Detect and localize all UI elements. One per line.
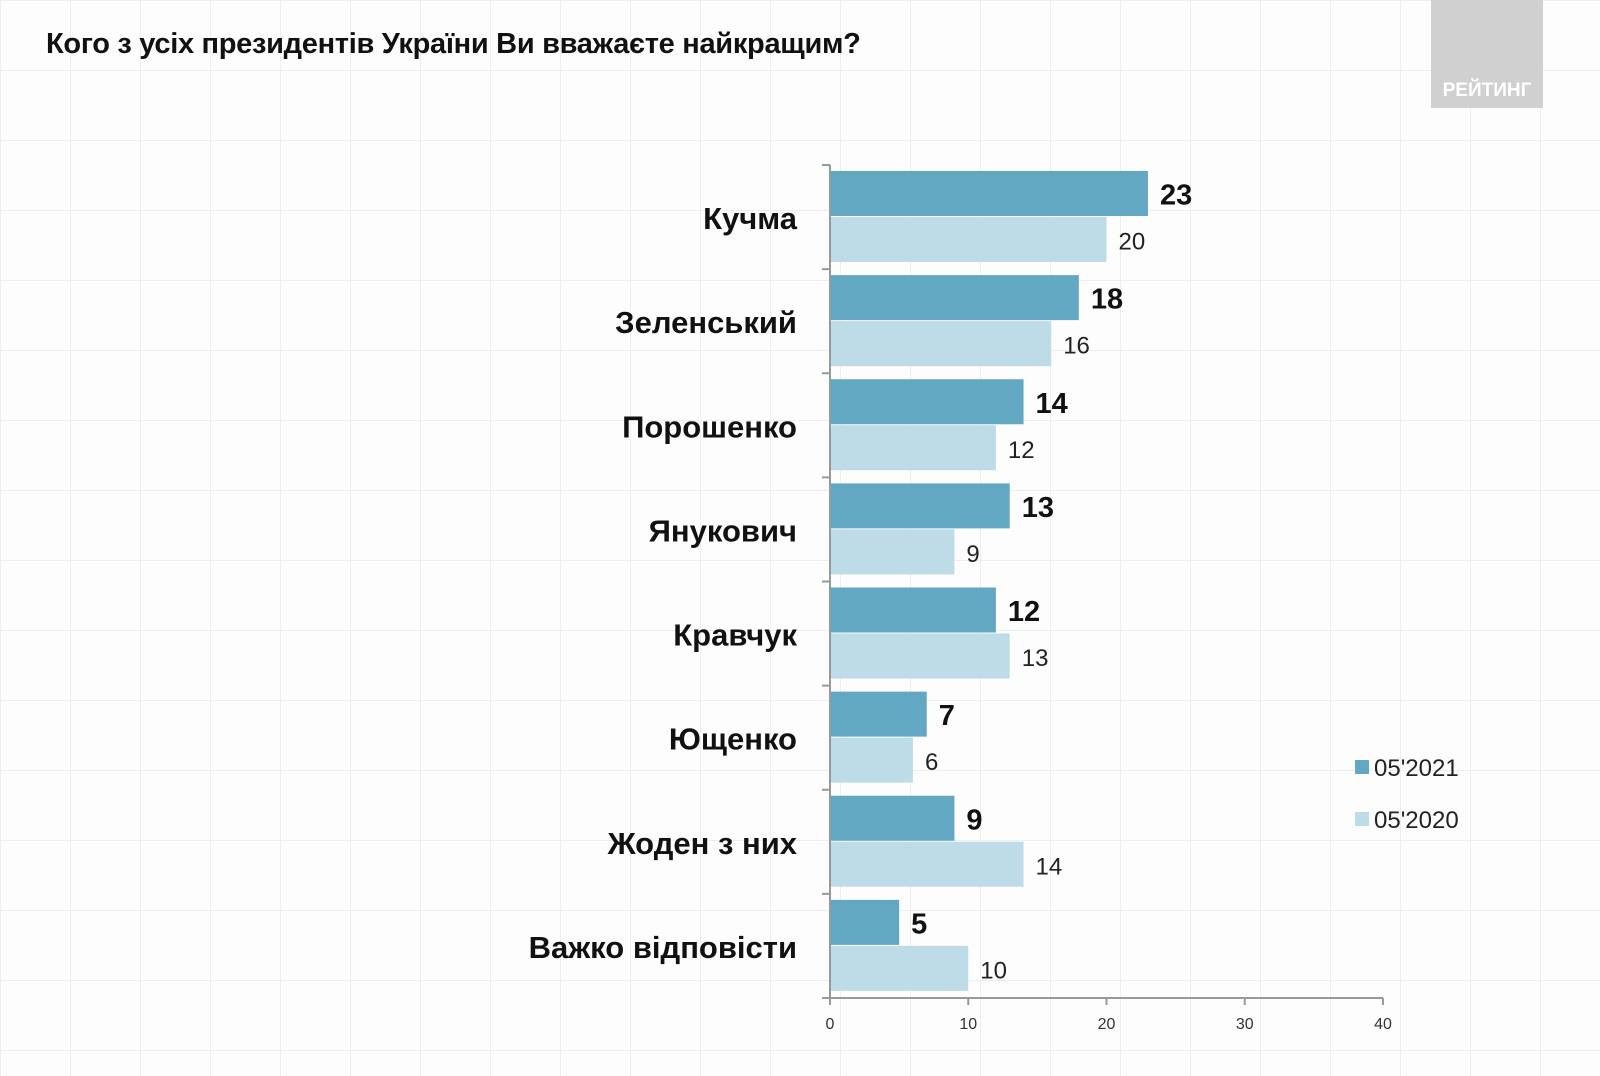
value-label: 14 [1036,388,1068,420]
value-label: 18 [1091,284,1123,316]
category-label: Кучма [703,201,798,236]
bar-2020 [831,425,996,471]
legend-label: 05'2020 [1374,807,1459,834]
bar-2020 [831,217,1107,262]
bar-2021 [831,275,1079,321]
value-label: 10 [980,957,1007,984]
x-tick-label: 30 [1236,1016,1254,1033]
logo-text: РЕЙТИНГ [1442,80,1532,101]
bar-2021 [831,691,927,737]
x-tick-label: 20 [1098,1016,1116,1033]
value-label: 12 [1008,437,1035,464]
legend-swatch [1355,812,1369,826]
category-label: Порошенко [622,409,797,444]
bar-2020 [831,945,969,991]
value-label: 16 [1063,333,1090,360]
bar-2021 [831,483,1010,529]
legend-label: 05'2021 [1374,755,1459,782]
value-label: 13 [1022,492,1054,524]
value-label: 7 [939,700,955,732]
bar-2020 [831,737,913,783]
value-label: 14 [1036,853,1063,880]
value-label: 13 [1022,645,1049,672]
bar-2020 [831,633,1010,679]
bar-2021 [831,379,1024,425]
bar-2020 [831,841,1024,887]
value-label: 20 [1119,229,1146,256]
bar-2020 [831,529,955,575]
x-tick-label: 0 [826,1016,835,1033]
value-label: 9 [966,541,979,568]
bar-2021 [831,171,1148,216]
category-label: Кравчук [673,618,797,653]
value-label: 12 [1008,596,1040,628]
bar-2021 [831,899,900,945]
category-label: Янукович [649,513,797,548]
category-label: Жоден з них [607,826,798,861]
bar-2020 [831,321,1052,367]
category-label: Ющенко [669,722,797,757]
rating-logo: РЕЙТИНГ [1431,0,1543,108]
category-label: Зеленський [615,305,797,340]
value-label: 23 [1160,180,1192,212]
x-tick-label: 40 [1374,1016,1392,1033]
legend-swatch [1355,760,1369,774]
value-label: 9 [966,804,982,836]
value-label: 6 [925,749,938,776]
bar-2021 [831,587,996,633]
chart-title: Кого з усіх президентів України Ви вважа… [46,28,861,60]
value-label: 5 [911,908,927,940]
category-label: Важко відповісти [529,930,797,965]
x-tick-label: 10 [959,1016,977,1033]
bar-2021 [831,795,955,841]
